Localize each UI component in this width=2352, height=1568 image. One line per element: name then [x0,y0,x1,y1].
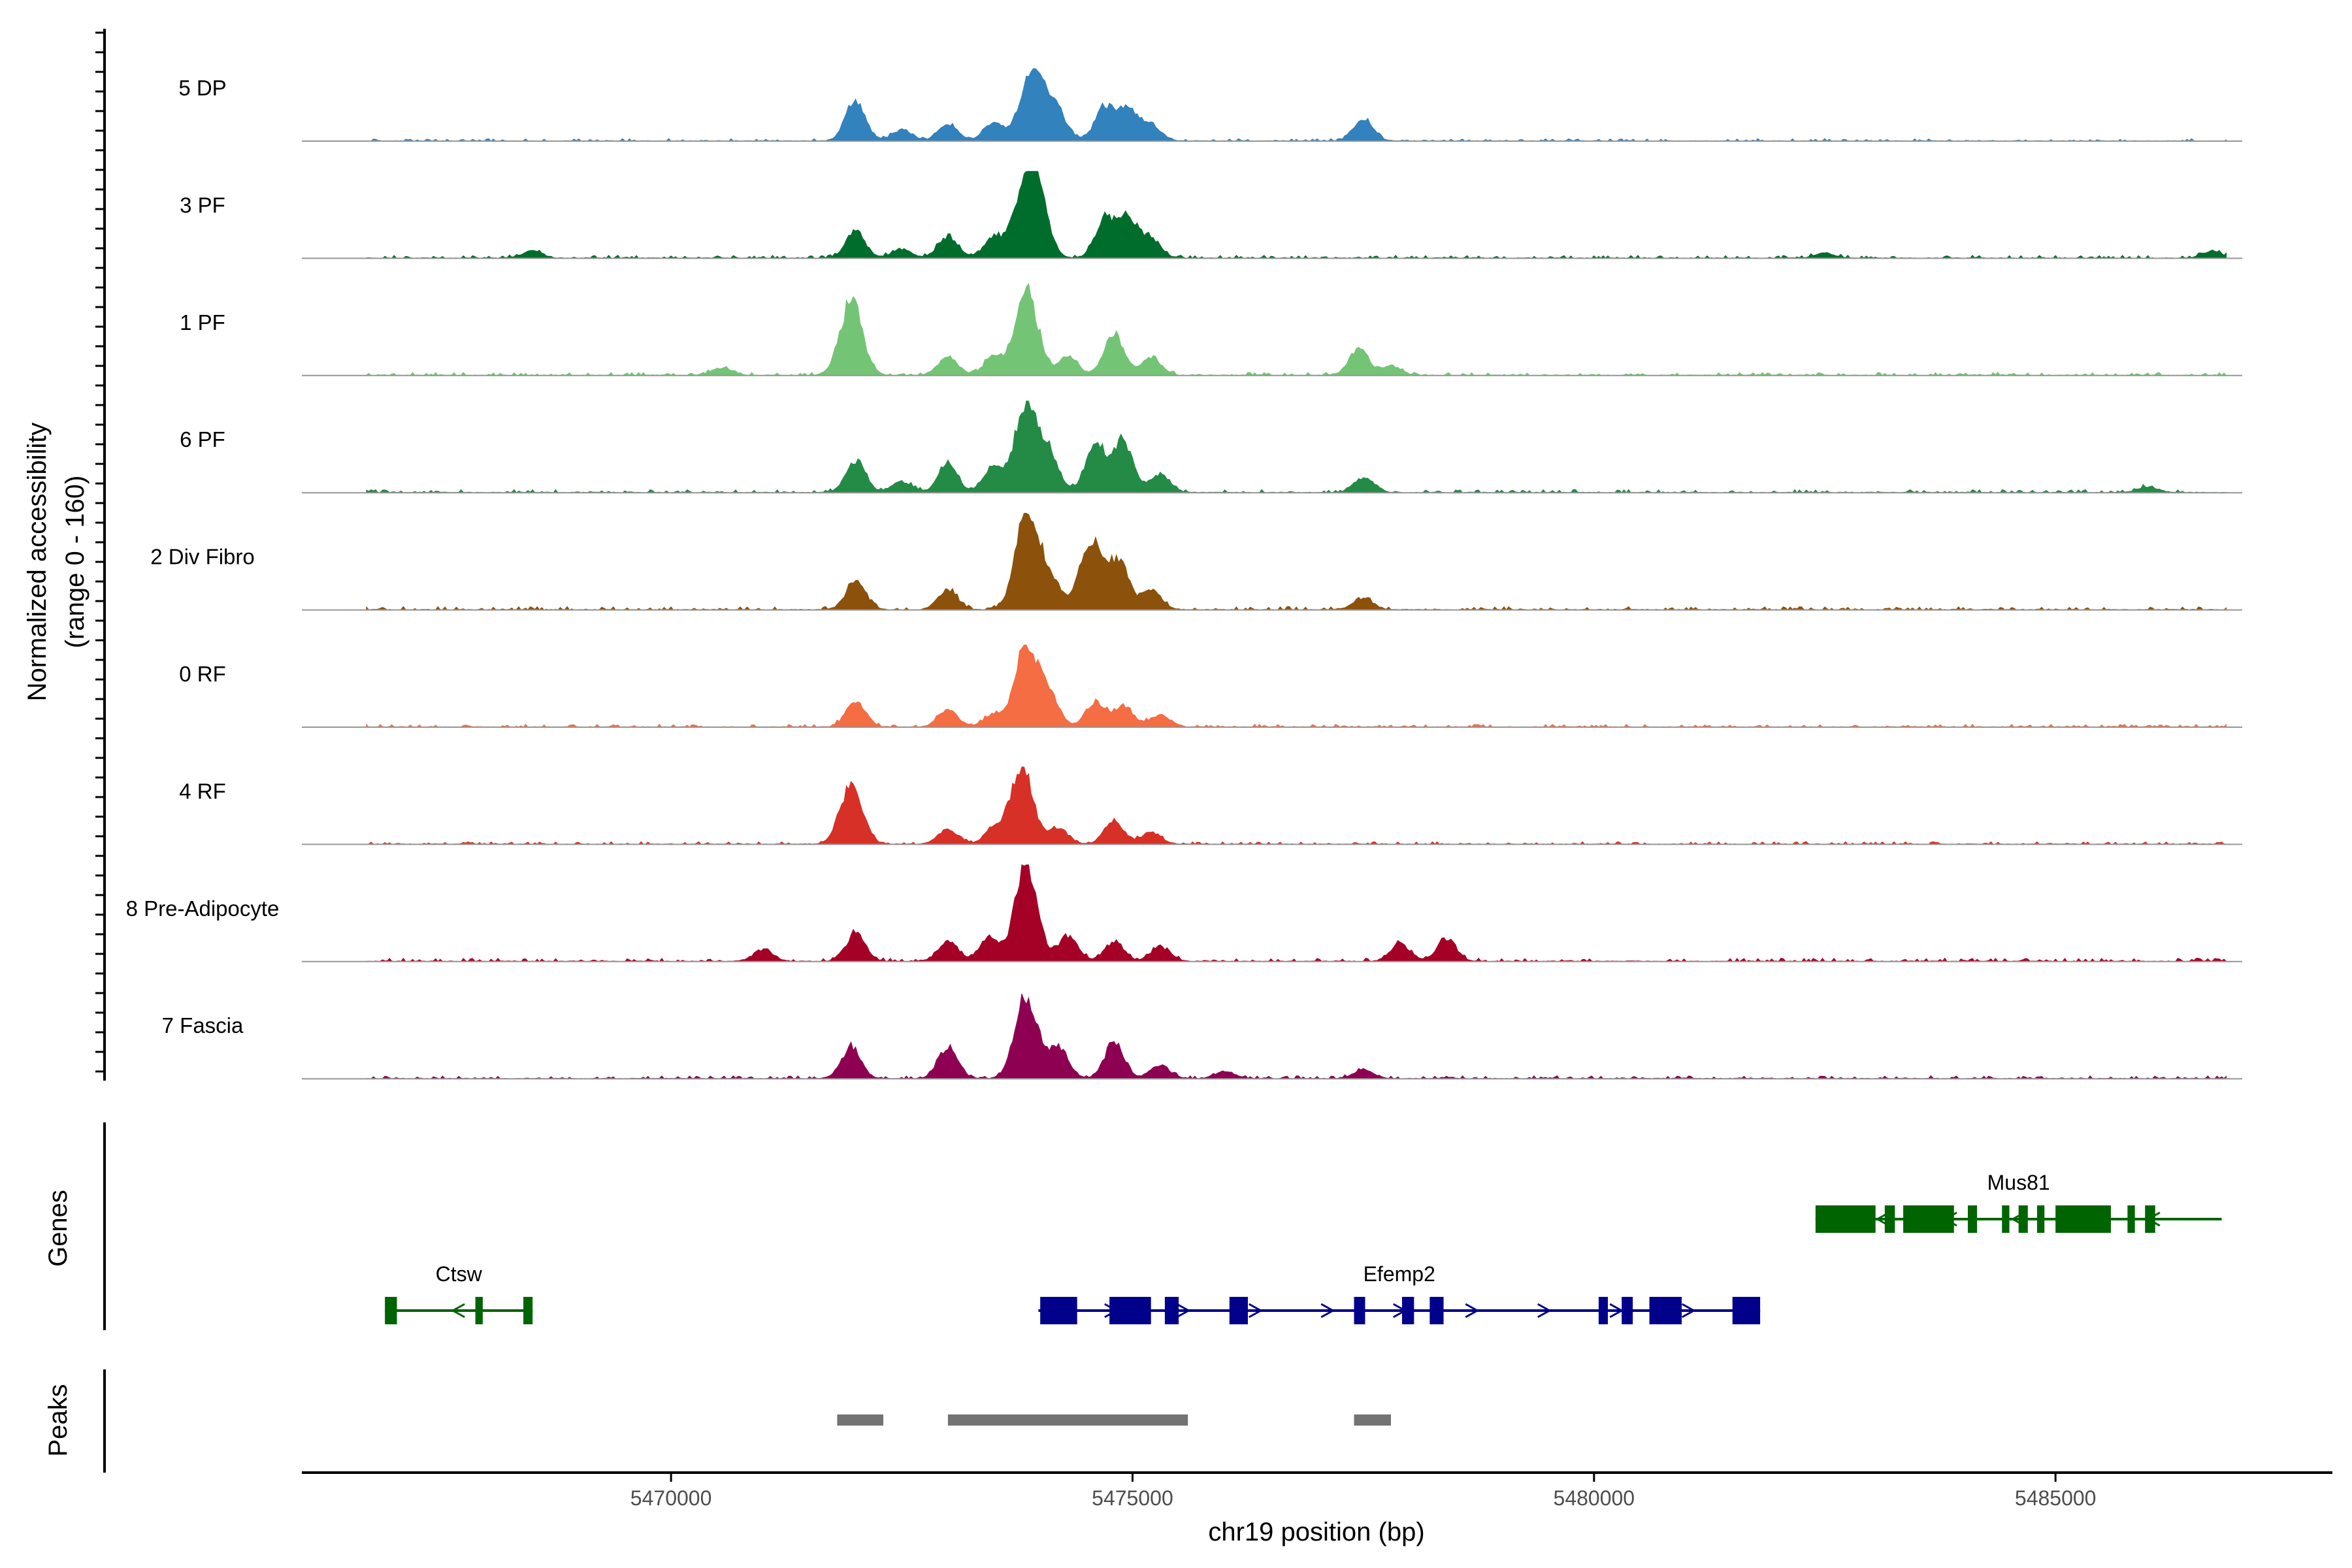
x-tick-label: 5470000 [630,1486,712,1510]
gene-exon [2018,1205,2028,1233]
x-tick-label: 5475000 [1092,1486,1173,1510]
gene-exon [1429,1297,1444,1324]
track-label: 8 Pre-Adipocyte [126,896,280,921]
gene-exon [1967,1205,1978,1233]
gene-ctsw: Ctsw [385,1262,533,1324]
gene-exon [1622,1297,1633,1324]
track-7-fascia: 7 Fascia [162,993,2242,1080]
track-label: 6 PF [180,427,225,451]
coverage-area [366,171,2227,259]
strand-arrow [1609,1303,1624,1318]
coverage-area [366,400,2227,494]
track-label: 1 PF [180,310,225,335]
gene-exon [1884,1205,1895,1233]
gene-exon [1903,1205,1954,1233]
peaks-label: Peaks [44,1384,73,1456]
gene-annotation-track: Mus81 Ctsw Efemp2 [385,1171,2222,1324]
track-label: 5 DP [178,76,226,100]
gene-exon [1815,1205,1876,1233]
gene-exon [385,1297,397,1324]
coverage-area [366,513,2227,611]
track-label: 4 RF [179,779,226,803]
y-axis-label-line1: Normalized accessibility [23,423,52,702]
coverage-area [366,282,2227,376]
gene-mus81: Mus81 [1815,1171,2222,1233]
coverage-tracks: 5 DP 3 PF 1 PF 6 PF 2 Div Fibro 0 RF 4 RF 8 Pre… [126,68,2242,1080]
track-0-rf: 0 RF [179,644,2242,728]
strand-arrow [451,1303,465,1318]
gene-exon [1649,1297,1682,1324]
gene-name: Mus81 [1987,1171,2050,1194]
gene-exon [1040,1297,1077,1324]
peak-regions-track [837,1414,1392,1426]
track-4-rf: 4 RF [179,766,2242,845]
y-axis-label: Normalized accessibility [23,423,52,702]
coverage-area [366,864,2227,962]
x-tick-label: 5480000 [1554,1486,1635,1510]
track-6-pf: 6 PF [180,400,2242,494]
strand-arrow [1320,1303,1335,1318]
gene-name: Efemp2 [1364,1262,1435,1286]
gene-name: Ctsw [436,1262,483,1286]
strand-arrow [1176,1303,1191,1318]
gene-exon [523,1297,533,1324]
track-5-dp: 5 DP [178,68,2242,142]
gene-exon [1229,1297,1249,1324]
y-axis-label-range: (range 0 - 160) [61,476,90,649]
peak-region-bar [837,1414,884,1426]
track-label: 3 PF [180,193,225,217]
track-label: 7 Fascia [162,1013,244,1037]
gene-exon [2127,1205,2135,1233]
coverage-area [366,993,2227,1079]
track-2-div-fibro: 2 Div Fibro [150,513,2242,611]
gene-exon [2036,1205,2045,1233]
gene-exon [1164,1297,1179,1324]
gene-exon [1109,1297,1151,1324]
gene-exon [2002,1205,2010,1233]
x-axis: 5470000 5475000 5480000 5485000 [302,1471,2332,1510]
gene-exon [1354,1297,1365,1324]
track-label: 2 Div Fibro [150,545,255,569]
coverage-area [366,766,2227,845]
gene-exon [1401,1297,1414,1324]
x-axis-label: chr19 position (bp) [1208,1518,1424,1546]
track-1-pf: 1 PF [180,282,2242,376]
coverage-area [366,68,2227,142]
track-label: 0 RF [179,662,226,686]
gene-exon [2145,1205,2155,1233]
track-3-pf: 3 PF [180,171,2242,259]
genes-label: Genes [44,1190,73,1267]
gene-exon [2055,1205,2111,1233]
gene-efemp2: Efemp2 [1038,1262,1761,1324]
strand-arrow [1249,1303,1263,1318]
gene-exon [475,1297,483,1324]
strand-arrow [1537,1303,1552,1318]
track-8-pre-adipocyte: 8 Pre-Adipocyte [126,864,2242,962]
strand-arrow [1681,1303,1696,1318]
x-tick-label: 5485000 [2015,1486,2097,1510]
peak-region-bar [947,1414,1188,1426]
y-axis [95,29,106,1081]
gene-exon [1598,1297,1609,1324]
gene-exon [1732,1297,1761,1324]
strand-arrow [1465,1303,1480,1318]
peak-region-bar [1354,1414,1392,1426]
coverage-area [366,644,2227,728]
